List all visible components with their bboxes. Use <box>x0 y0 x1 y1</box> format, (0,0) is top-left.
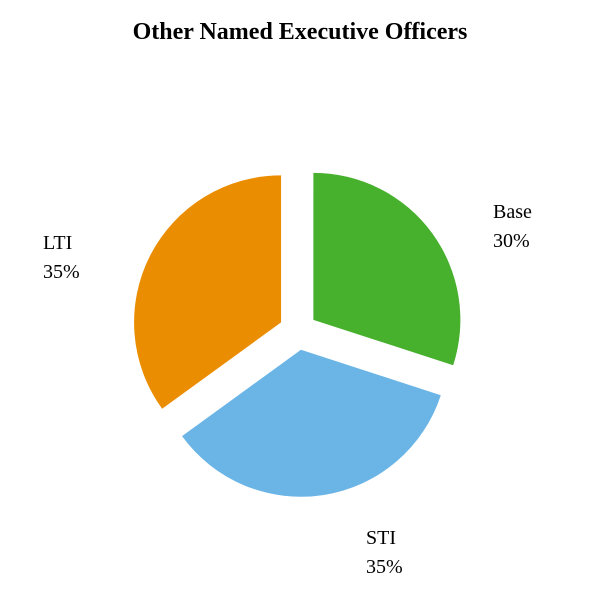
pie-slice-base <box>313 172 461 366</box>
slice-value-lti: 35% <box>43 261 80 283</box>
slice-value-sti: 35% <box>366 556 403 578</box>
slice-label-lti: LTI <box>43 232 72 254</box>
pie-slice-lti <box>134 175 282 409</box>
slice-value-base: 30% <box>493 230 530 252</box>
pie-slices <box>134 172 461 497</box>
pie-labels: Base 30% STI 35% LTI 35% <box>43 201 532 578</box>
slice-label-sti: STI <box>366 527 396 549</box>
chart-title: Other Named Executive Officers <box>132 19 468 45</box>
pie-slice-sti <box>182 349 441 497</box>
slice-label-base: Base <box>493 201 532 223</box>
